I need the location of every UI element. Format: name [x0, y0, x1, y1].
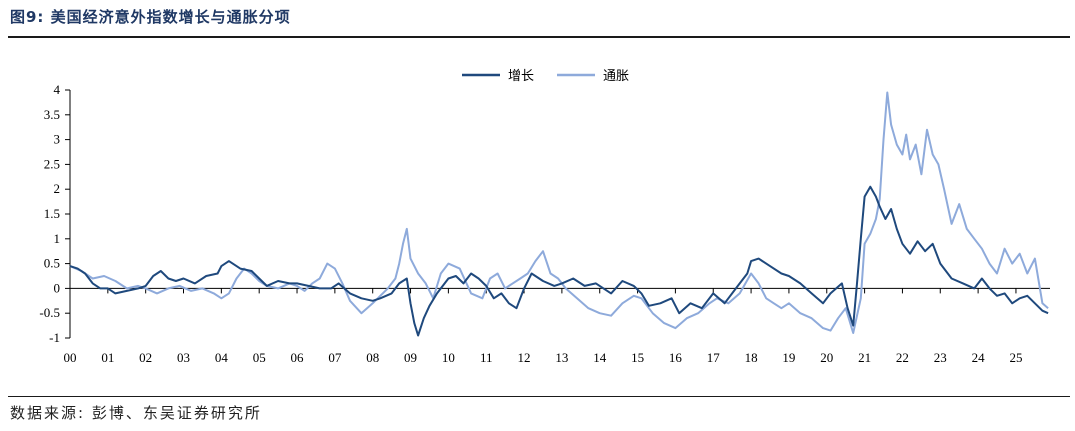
y-tick-label: 3: [54, 132, 61, 147]
x-tick-label: 01: [101, 350, 114, 365]
x-tick-label: 20: [820, 350, 833, 365]
x-tick-label: 17: [707, 350, 721, 365]
y-tick-label: 0.5: [44, 256, 60, 271]
y-tick-label: 2: [54, 181, 61, 196]
source-note: 数据来源: 彭博、东吴证券研究所: [10, 404, 262, 422]
y-tick-label: 1: [54, 231, 61, 246]
y-tick-label: 2.5: [44, 156, 60, 171]
x-tick-label: 13: [555, 350, 568, 365]
x-tick-label: 05: [253, 350, 266, 365]
x-tick-label: 10: [442, 350, 455, 365]
x-tick-label: 23: [934, 350, 947, 365]
x-tick-label: 04: [215, 350, 229, 365]
chart-lines: [69, 91, 1049, 337]
x-tick-label: 12: [518, 350, 531, 365]
x-tick-label: 08: [366, 350, 379, 365]
figure-title: 图9: 美国经济意外指数增长与通胀分项: [10, 8, 291, 26]
x-tick-label: 15: [631, 350, 644, 365]
inflation-series-line: [69, 91, 1049, 334]
x-tick-label: 03: [177, 350, 190, 365]
bottom-rule: [8, 396, 1070, 397]
x-tick-label: 02: [139, 350, 152, 365]
chart-legend: 增长 通胀: [462, 69, 629, 84]
growth-series-line: [69, 185, 1049, 337]
top-rule: [8, 36, 1070, 38]
x-tick-label: 19: [782, 350, 795, 365]
x-tick-label: 07: [328, 350, 342, 365]
x-tick-label: 14: [593, 350, 607, 365]
y-tick-label: 3.5: [44, 107, 60, 122]
y-tick-label: -0.5: [39, 305, 60, 320]
x-tick-label: 11: [480, 350, 493, 365]
x-tick-label: 18: [745, 350, 758, 365]
x-tick-label: 22: [896, 350, 909, 365]
x-tick-label: 16: [669, 350, 683, 365]
y-tick-label: -1: [49, 330, 60, 345]
chart-axes: 4 3.5 3 2.5 2 1.5 1 0.5 0 -0.5 -1 00 01 02 03 04 05 06 07 0…: [39, 82, 1050, 365]
x-tick-label: 21: [858, 350, 871, 365]
x-tick-label: 06: [291, 350, 305, 365]
legend-label-growth: 增长: [508, 69, 534, 84]
y-tick-label: 4: [54, 82, 61, 97]
x-tick-label: 00: [64, 350, 77, 365]
y-tick-label: 1.5: [44, 206, 60, 221]
x-tick-label: 24: [972, 350, 986, 365]
x-tick-label: 09: [404, 350, 417, 365]
legend-label-inflation: 通胀: [603, 69, 629, 84]
x-tick-label: 25: [1009, 350, 1022, 365]
y-tick-label: 0: [54, 280, 61, 295]
